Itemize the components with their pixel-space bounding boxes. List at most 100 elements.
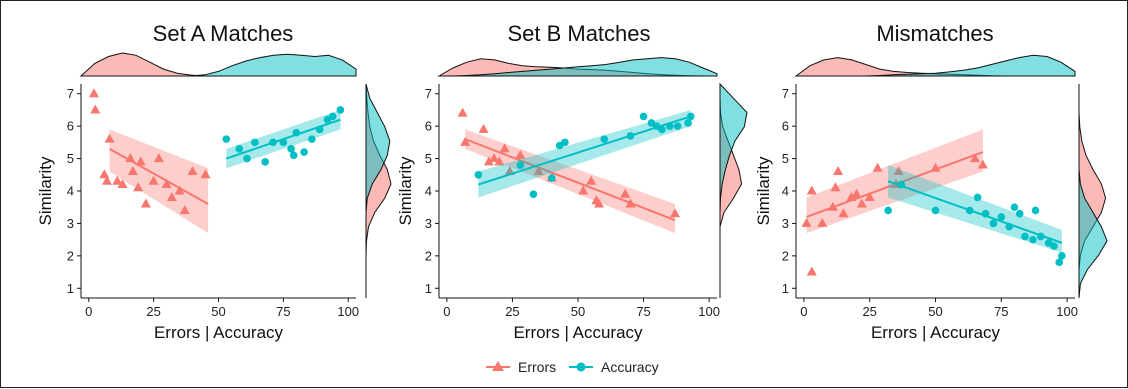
point-errors <box>872 162 883 172</box>
x-tick-label: 50 <box>571 304 585 319</box>
y-tick-label: 4 <box>67 184 74 199</box>
y-tick-label: 4 <box>782 184 789 199</box>
point-errors <box>148 175 159 185</box>
ci-band-errors <box>806 129 983 234</box>
x-tick-label: 25 <box>146 304 160 319</box>
x-tick-label: 25 <box>505 304 519 319</box>
top-density-accuracy <box>796 54 1076 77</box>
top-density-accuracy <box>439 57 718 77</box>
point-errors <box>833 166 844 176</box>
point-errors <box>856 198 867 208</box>
fit-line-errors <box>109 147 209 205</box>
point-accuracy <box>328 112 337 121</box>
x-tick-label: 50 <box>928 304 942 319</box>
point-accuracy <box>308 135 316 143</box>
y-tick-label: 6 <box>67 119 74 134</box>
point-accuracy <box>251 138 259 147</box>
point-accuracy <box>897 180 906 189</box>
point-accuracy <box>1021 232 1029 241</box>
y-tick-label: 5 <box>425 151 432 166</box>
point-errors <box>838 208 849 218</box>
point-accuracy <box>981 209 990 218</box>
point-errors <box>166 191 177 201</box>
point-accuracy <box>300 148 308 156</box>
y-tick-label: 1 <box>425 281 432 296</box>
point-accuracy <box>673 122 682 130</box>
point-accuracy <box>665 122 674 130</box>
point-accuracy <box>684 119 692 127</box>
point-errors <box>625 198 636 208</box>
y-tick-label: 5 <box>782 151 789 166</box>
point-errors <box>88 88 99 98</box>
y-tick-label: 3 <box>67 216 74 231</box>
y-tick-label: 7 <box>782 86 789 101</box>
point-accuracy <box>600 135 609 143</box>
point-errors <box>801 217 812 227</box>
point-accuracy <box>965 206 974 215</box>
legend-errors-label: Errors <box>518 359 556 375</box>
point-errors <box>893 166 904 176</box>
y-axis-title: Similarity <box>396 156 415 225</box>
point-errors <box>515 149 526 159</box>
panel-0: Set A Matches 1 2 3 4 5 6 7 0 25 50 75 100 Errors | A… <box>36 21 392 342</box>
point-errors <box>457 107 468 117</box>
x-tick-label: 0 <box>443 304 450 319</box>
point-errors <box>200 169 211 179</box>
point-errors <box>593 198 604 208</box>
y-tick-label: 6 <box>782 119 789 134</box>
point-accuracy <box>1058 252 1066 260</box>
point-errors <box>930 162 941 172</box>
right-density-accuracy <box>365 83 391 298</box>
point-errors <box>489 153 500 163</box>
point-accuracy <box>884 206 892 215</box>
x-tick-label: 75 <box>636 304 650 319</box>
point-errors <box>830 182 841 192</box>
point-accuracy <box>997 213 1006 221</box>
panel-1: Set B Matches 1 2 3 4 5 6 7 0 25 50 75 100 Errors | A… <box>396 21 748 342</box>
x-tick-label: 0 <box>800 304 807 319</box>
point-errors <box>817 217 828 227</box>
point-accuracy <box>626 132 635 140</box>
y-tick-label: 5 <box>67 151 74 166</box>
point-accuracy <box>973 193 982 202</box>
right-density-accuracy <box>719 82 748 298</box>
point-errors <box>135 156 146 166</box>
point-accuracy <box>222 135 231 143</box>
x-axis-title: Errors | Accuracy <box>154 323 284 342</box>
point-errors <box>846 191 857 201</box>
point-errors <box>494 156 505 166</box>
point-errors <box>977 159 988 169</box>
point-accuracy <box>1036 232 1045 241</box>
point-errors <box>806 185 817 195</box>
point-accuracy <box>336 106 345 114</box>
x-axis-title: Errors | Accuracy <box>513 323 643 342</box>
x-tick-label: 100 <box>337 304 359 319</box>
top-density-accuracy <box>81 53 357 77</box>
point-errors <box>153 153 164 163</box>
y-tick-label: 2 <box>67 248 74 263</box>
point-accuracy <box>529 190 538 199</box>
point-accuracy <box>1010 203 1019 212</box>
point-errors <box>90 104 101 114</box>
point-errors <box>187 166 198 176</box>
y-tick-label: 1 <box>782 281 789 296</box>
point-errors <box>179 204 190 214</box>
point-accuracy <box>547 174 556 182</box>
point-errors <box>969 153 980 163</box>
ci-band-accuracy <box>888 165 1062 253</box>
legend: Errors Accuracy <box>486 359 659 375</box>
point-errors <box>586 175 597 185</box>
x-tick-label: 75 <box>994 304 1008 319</box>
point-accuracy <box>1050 242 1058 250</box>
point-errors <box>460 136 471 146</box>
point-errors <box>670 208 681 218</box>
ci-band-errors <box>109 129 209 234</box>
right-density-accuracy <box>1078 84 1108 299</box>
y-tick-label: 6 <box>425 119 432 134</box>
point-errors <box>112 175 123 185</box>
legend-item-errors: Errors <box>486 359 556 375</box>
panel-2: Mismatches 1 2 3 4 5 6 7 0 25 50 75 100 Errors | Accu… <box>754 21 1108 342</box>
